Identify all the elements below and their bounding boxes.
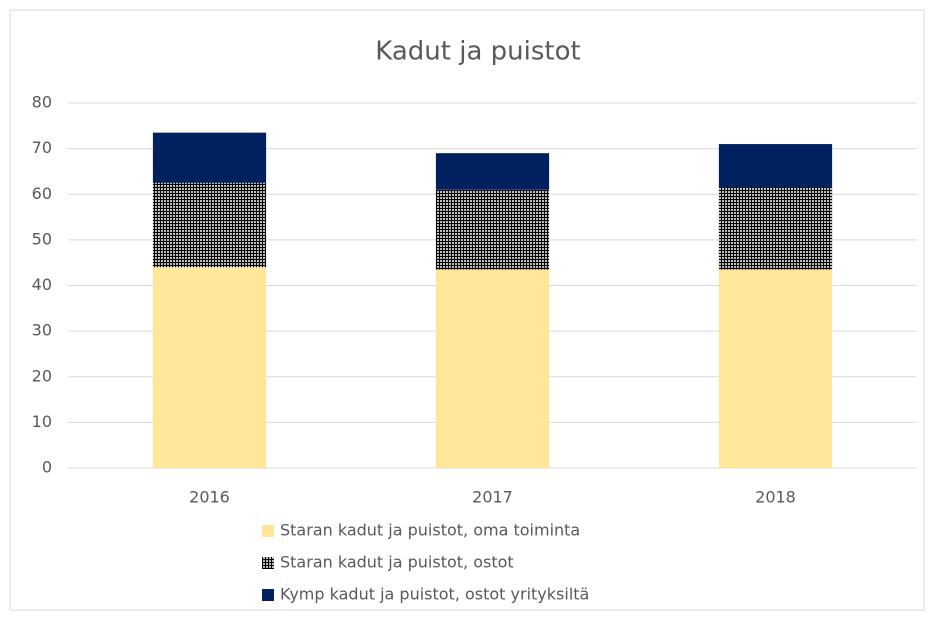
y-tick-label: 10 [32, 412, 52, 431]
bar-segment [718, 187, 833, 270]
x-tick-label: 2018 [755, 488, 796, 507]
bar-segment [718, 269, 833, 468]
y-tick-label: 70 [32, 138, 52, 157]
legend-label: Staran kadut ja puistot, oma toiminta [280, 521, 580, 540]
y-tick-label: 30 [32, 321, 52, 340]
y-tick-label: 0 [42, 458, 52, 477]
y-tick-label: 20 [32, 366, 52, 385]
y-tick-label: 60 [32, 184, 52, 203]
legend-swatch [262, 589, 274, 601]
legend-label: Kymp kadut ja puistot, ostot yrityksiltä [280, 585, 589, 604]
y-tick-label: 40 [32, 275, 52, 294]
bar-segment [435, 269, 550, 468]
bar-segment [435, 153, 550, 190]
legend-label: Staran kadut ja puistot, ostot [280, 553, 514, 572]
x-tick-label: 2017 [472, 488, 513, 507]
bar-segment [152, 132, 267, 183]
chart-title: Kadut ja puistot [375, 37, 580, 67]
y-tick-label: 80 [32, 93, 52, 112]
legend-swatch [262, 525, 274, 537]
x-tick-label: 2016 [189, 488, 230, 507]
legend-swatch [262, 557, 274, 569]
bar-segment [152, 182, 267, 268]
bar-segment [435, 189, 550, 270]
y-tick-label: 50 [32, 229, 52, 248]
bar-segment [718, 144, 833, 188]
bar-segment [152, 267, 267, 468]
